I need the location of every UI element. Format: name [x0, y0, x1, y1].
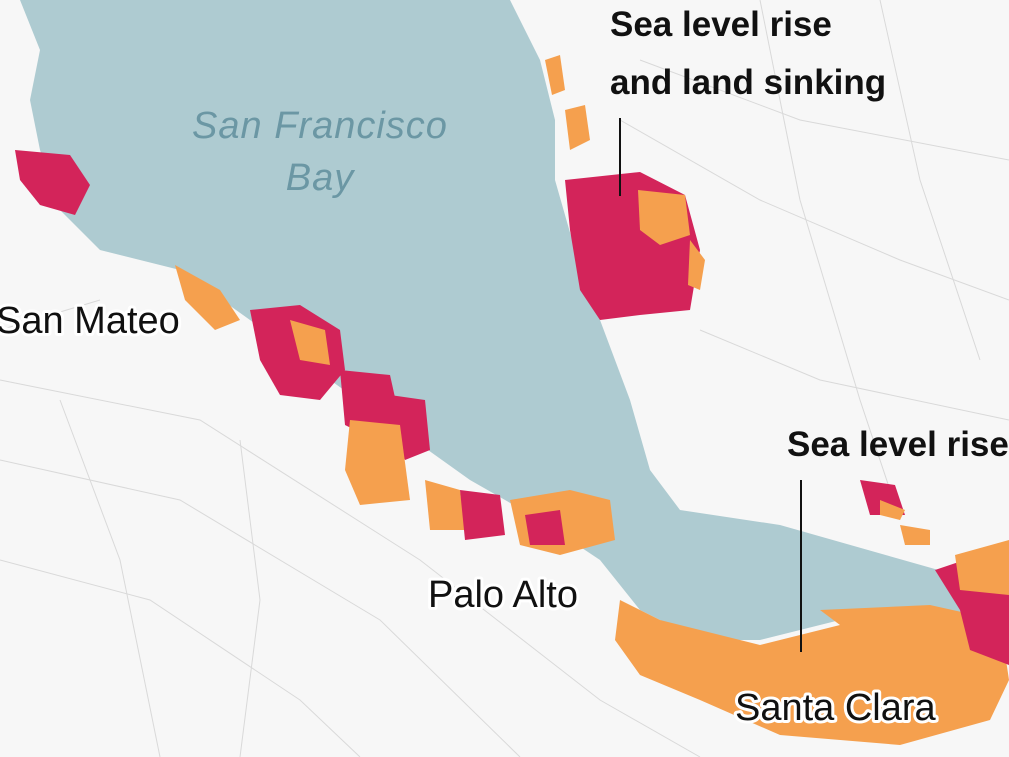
annotation: Sea level rise	[787, 425, 1009, 464]
annotation-lines	[619, 118, 802, 652]
annotation: Sea level rise	[610, 5, 832, 44]
city-label: Palo Alto	[428, 574, 578, 616]
annotation: and land sinking	[610, 63, 886, 102]
city-label: San Mateo	[0, 300, 180, 342]
flood-areas	[15, 55, 1009, 745]
bay-water	[20, 0, 1009, 640]
city-label: Santa Clara	[735, 687, 937, 729]
water-label: San Francisco	[192, 105, 448, 147]
water-label: Bay	[286, 157, 355, 199]
